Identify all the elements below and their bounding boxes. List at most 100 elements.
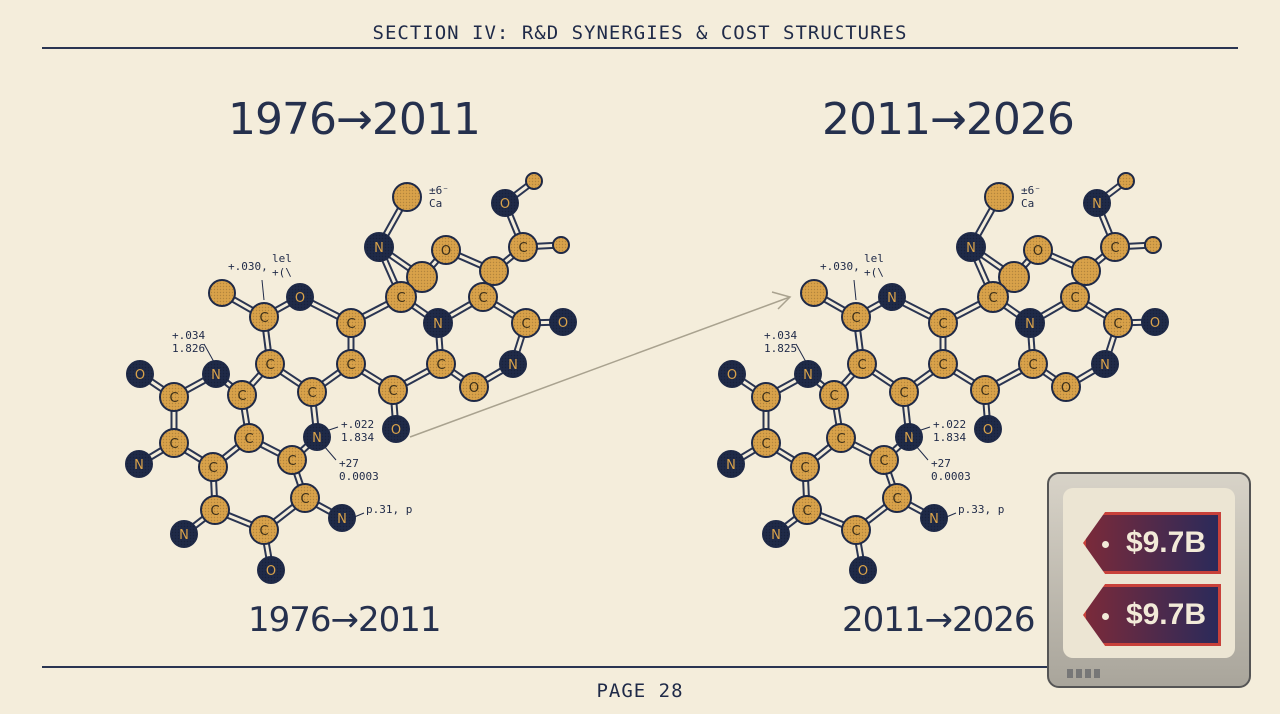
atom-label: C	[521, 317, 530, 332]
section-header: SECTION IV: R&D SYNERGIES & COST STRUCTU…	[372, 22, 908, 44]
atom-label: C	[879, 454, 888, 469]
atom-label: O	[983, 423, 993, 438]
leader-line	[323, 445, 337, 461]
atom: N	[1091, 350, 1119, 378]
atom: N	[499, 350, 527, 378]
atom-label: N	[1100, 358, 1110, 373]
atom: C	[336, 308, 366, 338]
annotation-a1b: lel	[272, 252, 292, 265]
arrow-head-icon	[771, 291, 792, 310]
atom-label: O	[135, 368, 145, 383]
annotation-a7: 0.0003	[931, 470, 971, 483]
atom: C	[508, 232, 538, 262]
leader-line	[943, 512, 957, 519]
atom: C	[1100, 232, 1130, 262]
atom: O	[1051, 372, 1081, 402]
right-title: 2011→2026	[822, 94, 1075, 145]
atom: C	[511, 308, 541, 338]
atom: C	[790, 452, 820, 482]
atom-label: C	[208, 461, 217, 476]
annotation-a10: Ca	[429, 197, 442, 210]
atom-label: C	[346, 358, 355, 373]
atom: C	[792, 495, 822, 525]
atom-label: N	[771, 528, 781, 543]
atom-label: C	[829, 389, 838, 404]
price-value: $9.7B	[1125, 526, 1206, 559]
atom	[392, 182, 422, 212]
tag-hole-icon	[1102, 541, 1109, 548]
atom-label: N	[726, 458, 736, 473]
atom-label: O	[1033, 244, 1043, 259]
atom-label: C	[761, 391, 770, 406]
price-monitor: $9.7B $9.7B	[1047, 472, 1251, 688]
annotation-a8: p.33, p	[958, 503, 1004, 516]
atom-label: C	[396, 291, 405, 306]
atom: N	[878, 283, 906, 311]
atom	[208, 279, 236, 307]
atom: C	[826, 423, 856, 453]
atom-label: O	[558, 316, 568, 331]
atom-label: C	[346, 317, 355, 332]
left-molecule: N O O C C C N C O C O C C C C N O C O C N O C C C N C N C C C C N C N O +.03…	[125, 172, 577, 584]
atom-label: C	[237, 389, 246, 404]
atom: C	[234, 423, 264, 453]
atom-label: N	[1025, 317, 1035, 332]
atom-label: C	[307, 386, 316, 401]
atom-label: N	[337, 512, 347, 527]
annotation-a8: p.31, p	[366, 503, 412, 516]
atom: C	[841, 515, 871, 545]
atom: N	[364, 232, 394, 262]
atom: O	[382, 415, 410, 443]
atom-label: O	[858, 564, 868, 579]
atom: O	[126, 360, 154, 388]
atom-label: C	[300, 492, 309, 507]
atom-label: C	[436, 358, 445, 373]
atom-label: N	[966, 241, 976, 256]
tag-hole-icon	[1102, 613, 1109, 620]
atom: N	[125, 450, 153, 478]
atom: C	[869, 445, 899, 475]
leader-line	[853, 279, 857, 301]
atom: C	[249, 515, 279, 545]
annotation-a9: ±6⁻	[429, 184, 449, 197]
atom-label: N	[508, 358, 518, 373]
atom: C	[297, 377, 327, 407]
atom-label: N	[1092, 197, 1102, 212]
atom-label: N	[134, 458, 144, 473]
atom-label: C	[518, 241, 527, 256]
footer-divider	[42, 666, 1238, 668]
atom: C	[970, 375, 1000, 405]
atom: C	[198, 452, 228, 482]
annotation-a5: 1.834	[933, 431, 966, 444]
atom: C	[468, 282, 498, 312]
annotation-a2: +.034	[764, 329, 797, 342]
atom: C	[227, 380, 257, 410]
atom-label: N	[211, 368, 221, 383]
atom-label: C	[980, 384, 989, 399]
monitor-screen: $9.7B $9.7B	[1063, 488, 1235, 658]
atom	[1071, 256, 1101, 286]
left-title: 1976→2011	[228, 94, 481, 145]
atom: C	[200, 495, 230, 525]
atom-label: C	[836, 432, 845, 447]
atom-label: O	[1150, 316, 1160, 331]
atom-label: C	[259, 311, 268, 326]
annotation-a1b: lel	[864, 252, 884, 265]
atom-label: N	[433, 317, 443, 332]
atom-label: C	[259, 524, 268, 539]
atom: N	[1015, 308, 1045, 338]
annotation-a4: +.022	[341, 418, 374, 431]
annotation-a3: 1.825	[764, 342, 797, 355]
annotation-a1: +.030,	[820, 260, 860, 273]
atom: O	[286, 283, 314, 311]
right-molecule: N O N C C C N C O C N C C C C N O C O C N O C C C N C N C C C C N C N O +.03…	[717, 172, 1169, 584]
atom-label: O	[727, 368, 737, 383]
atom-label: N	[887, 291, 897, 306]
annotation-a10: Ca	[1021, 197, 1034, 210]
atom-label: C	[1113, 317, 1122, 332]
atom-label: O	[441, 244, 451, 259]
annotation-a1: +.030,	[228, 260, 268, 273]
atom-label: C	[899, 386, 908, 401]
atom: C	[255, 349, 285, 379]
